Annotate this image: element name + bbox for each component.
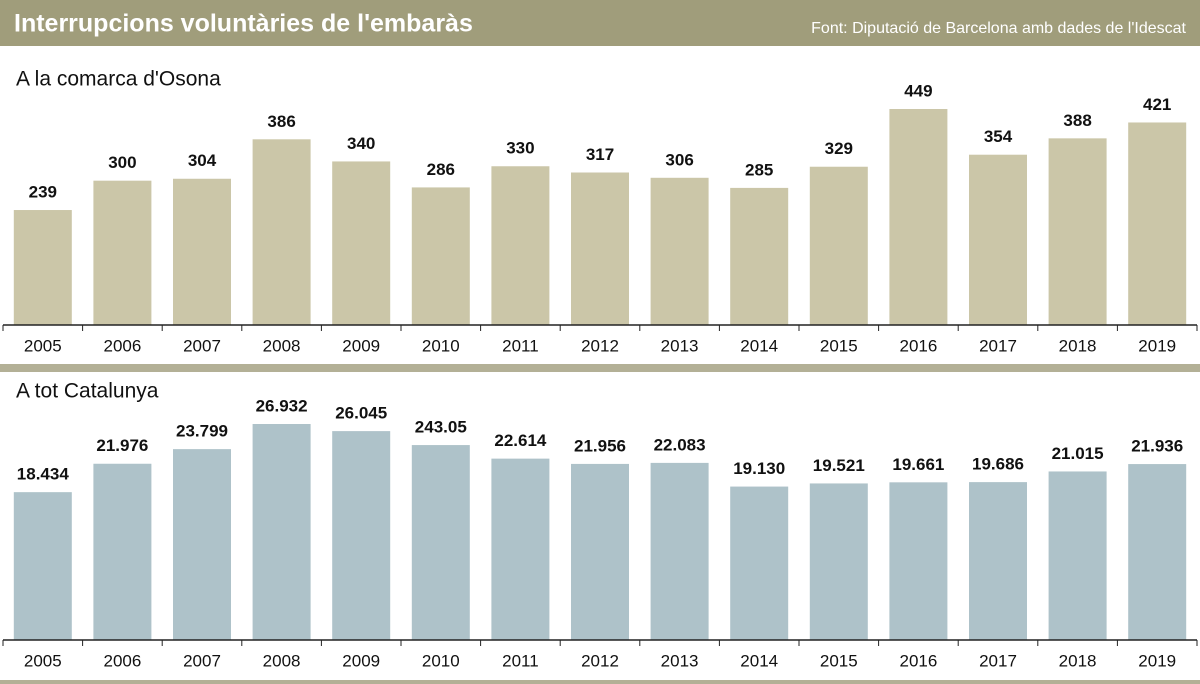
data-label: 21.956 (574, 436, 626, 455)
x-tick-label: 2009 (342, 336, 380, 355)
x-tick-label: 2019 (1138, 336, 1176, 355)
bar (13, 210, 72, 325)
header-band (0, 0, 1200, 46)
data-label: 21.015 (1052, 444, 1104, 463)
chart-subtitle: A la comarca d'Osona (16, 68, 221, 91)
separator (0, 364, 1200, 372)
x-tick-label: 2018 (1059, 336, 1097, 355)
bar (491, 458, 550, 640)
x-tick-label: 2017 (979, 651, 1017, 670)
data-label: 317 (586, 145, 614, 164)
x-tick-label: 2015 (820, 651, 858, 670)
data-label: 330 (506, 139, 534, 158)
x-tick-label: 2014 (740, 336, 778, 355)
data-label: 19.661 (892, 455, 944, 474)
data-label: 23.799 (176, 422, 228, 441)
bar (332, 431, 391, 640)
x-tick-label: 2010 (422, 651, 460, 670)
data-label: 19.521 (813, 456, 865, 475)
x-tick-label: 2016 (899, 651, 937, 670)
x-tick-label: 2006 (103, 651, 141, 670)
bar (650, 177, 709, 325)
data-label: 306 (665, 150, 693, 169)
x-tick-label: 2011 (502, 651, 539, 670)
data-label: 300 (108, 153, 136, 172)
page-title: Interrupcions voluntàries de l'embaràs (14, 10, 473, 38)
x-tick-label: 2015 (820, 336, 858, 355)
data-label: 26.045 (335, 404, 387, 423)
x-tick-label: 2008 (263, 651, 301, 670)
data-label: 239 (29, 183, 57, 202)
source: Font: Diputació de Barcelona amb dades d… (811, 20, 1186, 37)
bar (571, 172, 629, 325)
data-label: 449 (904, 81, 932, 100)
data-label: 26.932 (256, 396, 308, 415)
x-tick-label: 2019 (1138, 651, 1176, 670)
bar (491, 166, 550, 325)
bar (730, 486, 789, 640)
x-tick-label: 2016 (899, 336, 937, 355)
bar (1048, 138, 1107, 325)
bar (411, 187, 470, 325)
bar (730, 187, 789, 325)
x-tick-label: 2005 (24, 651, 62, 670)
data-label: 388 (1063, 111, 1091, 130)
data-label: 21.976 (96, 436, 148, 455)
x-tick-label: 2012 (581, 651, 619, 670)
x-tick-label: 2005 (24, 336, 62, 355)
bar (969, 482, 1027, 640)
bar (1128, 122, 1187, 325)
x-tick-label: 2017 (979, 336, 1017, 355)
bar (173, 449, 231, 640)
x-tick-label: 2006 (103, 336, 141, 355)
data-label: 285 (745, 160, 773, 179)
data-label: 243.05 (415, 418, 467, 437)
x-tick-label: 2012 (581, 336, 619, 355)
data-label: 22.083 (654, 435, 706, 454)
bar (650, 462, 709, 640)
data-label: 286 (427, 160, 455, 179)
bar (969, 154, 1027, 325)
bar (411, 445, 470, 640)
data-label: 354 (984, 127, 1013, 146)
bar (173, 178, 231, 325)
bar (93, 180, 152, 325)
chart-subtitle: A tot Catalunya (16, 380, 159, 403)
data-label: 22.614 (494, 431, 547, 450)
x-tick-label: 2014 (740, 651, 778, 670)
bar (809, 483, 868, 640)
data-label: 386 (267, 112, 295, 131)
x-tick-label: 2013 (661, 651, 699, 670)
bar (889, 482, 948, 640)
bar (252, 424, 311, 640)
x-tick-label: 2007 (183, 651, 221, 670)
bar (13, 492, 72, 640)
x-tick-label: 2007 (183, 336, 221, 355)
x-tick-label: 2009 (342, 651, 380, 670)
data-label: 21.936 (1131, 437, 1183, 456)
bar (889, 109, 948, 325)
x-tick-label: 2008 (263, 336, 301, 355)
x-tick-label: 2018 (1059, 651, 1097, 670)
data-label: 19.130 (733, 459, 785, 478)
bar (252, 139, 311, 325)
bar (332, 161, 391, 325)
bar (1048, 471, 1107, 640)
data-label: 19.686 (972, 455, 1024, 474)
data-label: 304 (188, 151, 217, 170)
separator (0, 680, 1200, 684)
x-tick-label: 2013 (661, 336, 699, 355)
x-tick-label: 2011 (502, 336, 539, 355)
bar (571, 463, 629, 640)
x-tick-label: 2010 (422, 336, 460, 355)
bar (809, 166, 868, 325)
data-label: 18.434 (17, 465, 70, 484)
bar (1128, 464, 1187, 640)
data-label: 340 (347, 134, 375, 153)
data-label: 421 (1143, 95, 1171, 114)
data-label: 329 (825, 139, 853, 158)
bar (93, 463, 152, 640)
